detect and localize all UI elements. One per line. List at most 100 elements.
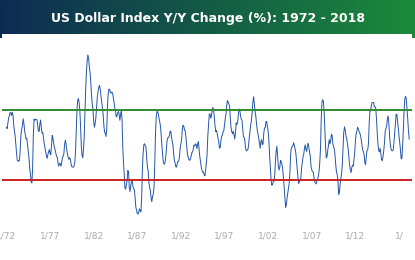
Bar — [362, 0, 364, 38]
Bar — [296, 0, 298, 38]
Bar — [220, 0, 222, 38]
Bar — [75, 0, 76, 38]
Bar — [228, 0, 230, 38]
Bar — [109, 0, 111, 38]
Bar — [196, 0, 198, 38]
Bar — [260, 0, 262, 38]
Bar — [173, 0, 175, 38]
Bar — [221, 0, 223, 38]
Bar — [126, 0, 128, 38]
Bar — [32, 0, 34, 38]
Bar — [15, 0, 17, 38]
Bar — [393, 0, 395, 38]
Bar — [408, 0, 410, 38]
Bar — [97, 0, 99, 38]
Bar — [212, 0, 213, 38]
Bar — [329, 0, 331, 38]
Bar — [158, 0, 159, 38]
Bar — [343, 0, 345, 38]
Bar — [183, 0, 184, 38]
Bar — [88, 0, 90, 38]
Bar — [410, 0, 411, 38]
Bar — [171, 0, 173, 38]
Bar — [82, 0, 83, 38]
Bar — [267, 0, 269, 38]
Bar — [127, 0, 129, 38]
Bar — [306, 0, 308, 38]
Bar — [400, 0, 402, 38]
Bar — [186, 0, 187, 38]
Bar — [311, 0, 313, 38]
Bar — [138, 0, 140, 38]
Bar — [360, 0, 361, 38]
Bar — [208, 0, 209, 38]
Bar — [320, 0, 321, 38]
Bar — [152, 0, 154, 38]
Bar — [391, 0, 393, 38]
Bar — [205, 0, 207, 38]
Bar — [241, 0, 242, 38]
Bar — [390, 0, 392, 38]
Bar — [231, 0, 233, 38]
Bar — [21, 0, 22, 38]
Bar — [65, 0, 67, 38]
Bar — [169, 0, 171, 38]
Bar — [79, 0, 81, 38]
Bar — [103, 0, 104, 38]
Bar — [381, 0, 382, 38]
Bar — [69, 0, 71, 38]
Bar — [298, 0, 299, 38]
Bar — [161, 0, 162, 38]
Bar — [318, 0, 320, 38]
Bar — [215, 0, 216, 38]
Bar — [203, 0, 205, 38]
Bar — [216, 0, 217, 38]
Bar — [142, 0, 144, 38]
Bar — [178, 0, 180, 38]
Bar — [159, 0, 161, 38]
Bar — [20, 0, 21, 38]
Bar — [350, 0, 352, 38]
Bar — [332, 0, 334, 38]
Bar — [33, 0, 35, 38]
Bar — [95, 0, 97, 38]
Bar — [133, 0, 134, 38]
Bar — [202, 0, 204, 38]
Bar — [108, 0, 110, 38]
Bar — [321, 0, 323, 38]
Bar — [379, 0, 381, 38]
Bar — [315, 0, 317, 38]
Bar — [382, 0, 383, 38]
Bar — [364, 0, 366, 38]
Bar — [239, 0, 241, 38]
Bar — [411, 0, 413, 38]
Bar — [264, 0, 266, 38]
Bar — [270, 0, 271, 38]
Bar — [403, 0, 404, 38]
Bar — [368, 0, 370, 38]
Bar — [376, 0, 378, 38]
Bar — [181, 0, 183, 38]
Bar — [156, 0, 158, 38]
Bar — [165, 0, 166, 38]
Bar — [192, 0, 194, 38]
Bar — [339, 0, 341, 38]
Bar — [302, 0, 303, 38]
Bar — [246, 0, 248, 38]
Bar — [144, 0, 146, 38]
Bar — [209, 0, 211, 38]
Bar — [349, 0, 350, 38]
Bar — [137, 0, 139, 38]
Bar — [210, 0, 212, 38]
Bar — [51, 0, 53, 38]
Bar — [312, 0, 315, 38]
Bar — [259, 0, 261, 38]
Bar — [279, 0, 281, 38]
Bar — [62, 0, 64, 38]
Bar — [337, 0, 339, 38]
Bar — [11, 0, 13, 38]
Bar — [237, 0, 238, 38]
Bar — [101, 0, 103, 38]
Bar — [112, 0, 114, 38]
Bar — [292, 0, 294, 38]
